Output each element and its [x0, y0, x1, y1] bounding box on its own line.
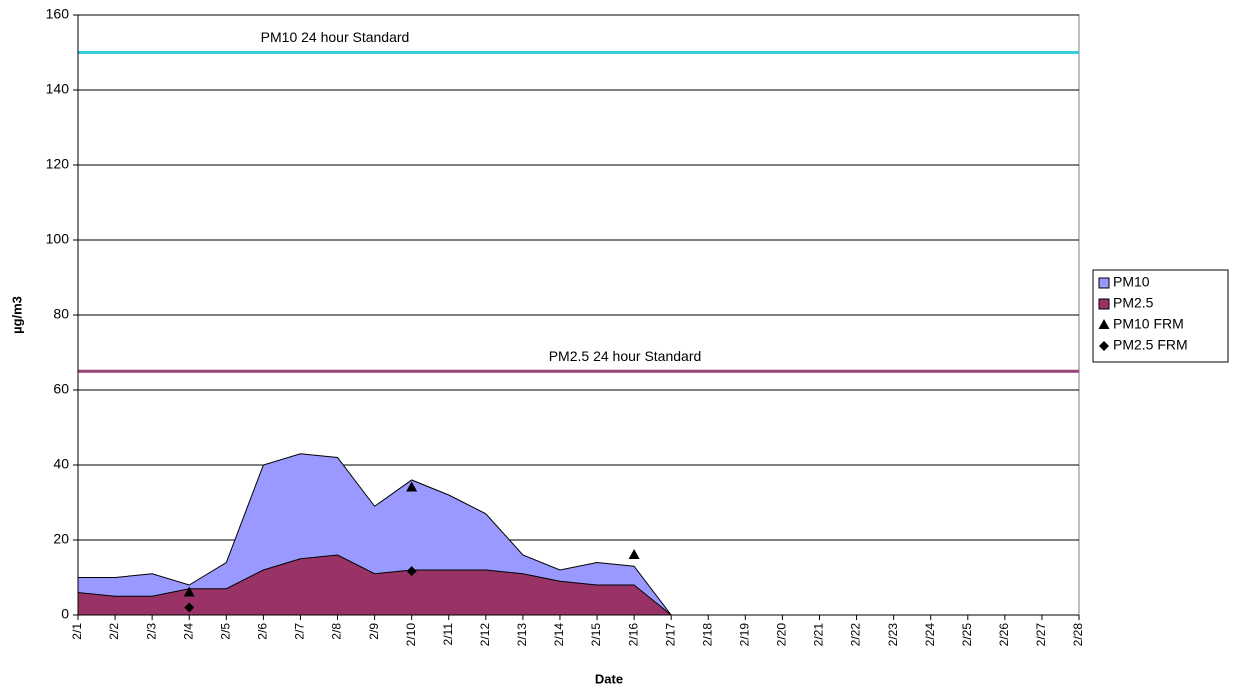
- x-tick-label: 2/8: [330, 623, 344, 640]
- y-tick-label: 0: [61, 606, 69, 622]
- x-tick-label: 2/15: [589, 623, 603, 647]
- legend-swatch: [1098, 298, 1110, 310]
- x-tick-label: 2/14: [552, 623, 566, 647]
- x-tick-label: 2/21: [812, 623, 826, 647]
- y-tick-label: 140: [46, 81, 70, 97]
- legend-label: PM10 FRM: [1113, 316, 1184, 332]
- legend-swatch: [1098, 277, 1110, 289]
- y-tick-label: 80: [53, 306, 69, 322]
- x-tick-label: 2/7: [293, 623, 307, 640]
- legend-marker: [1099, 341, 1109, 351]
- y-axis-label: µg/m3: [9, 296, 24, 334]
- legend-box: [1092, 269, 1229, 363]
- legend-label: PM2.5 FRM: [1113, 337, 1188, 353]
- x-tick-label: 2/26: [997, 623, 1011, 647]
- x-tick-label: 2/22: [849, 623, 863, 647]
- legend-label: PM10: [1113, 274, 1150, 290]
- reference-label: PM2.5 24 hour Standard: [549, 348, 702, 364]
- x-tick-label: 2/5: [218, 623, 232, 640]
- x-tick-label: 2/9: [367, 623, 381, 640]
- legend-marker: [1098, 319, 1110, 329]
- marker: [406, 566, 417, 577]
- marker: [184, 602, 195, 613]
- x-tick-label: 2/17: [663, 623, 677, 647]
- x-tick-label: 2/19: [738, 623, 752, 647]
- x-tick-label: 2/10: [404, 623, 418, 647]
- y-tick-label: 20: [53, 531, 69, 547]
- x-tick-label: 2/27: [1034, 623, 1048, 647]
- marker: [406, 481, 418, 492]
- x-tick-label: 2/1: [70, 623, 84, 640]
- x-tick-label: 2/18: [700, 623, 714, 647]
- y-tick-label: 100: [46, 231, 70, 247]
- y-tick-label: 160: [46, 6, 70, 22]
- x-tick-label: 2/16: [626, 623, 640, 647]
- x-tick-label: 2/20: [775, 623, 789, 647]
- legend-label: PM2.5: [1113, 295, 1154, 311]
- x-tick-label: 2/25: [960, 623, 974, 647]
- y-tick-label: 40: [53, 456, 69, 472]
- x-tick-label: 2/23: [886, 623, 900, 647]
- x-tick-label: 2/2: [107, 623, 121, 640]
- x-tick-label: 2/28: [1071, 623, 1085, 647]
- x-tick-label: 2/24: [923, 623, 937, 647]
- x-tick-label: 2/3: [144, 623, 158, 640]
- x-tick-label: 2/12: [478, 623, 492, 647]
- x-tick-label: 2/13: [515, 623, 529, 647]
- marker: [628, 549, 640, 559]
- marker: [183, 586, 195, 597]
- x-tick-label: 2/6: [256, 623, 270, 640]
- x-tick-label: 2/4: [181, 623, 195, 640]
- y-tick-label: 60: [53, 381, 69, 397]
- x-tick-label: 2/11: [441, 623, 455, 646]
- reference-label: PM10 24 hour Standard: [261, 29, 410, 45]
- y-tick-label: 120: [46, 156, 70, 172]
- x-axis-label: Date: [595, 671, 623, 686]
